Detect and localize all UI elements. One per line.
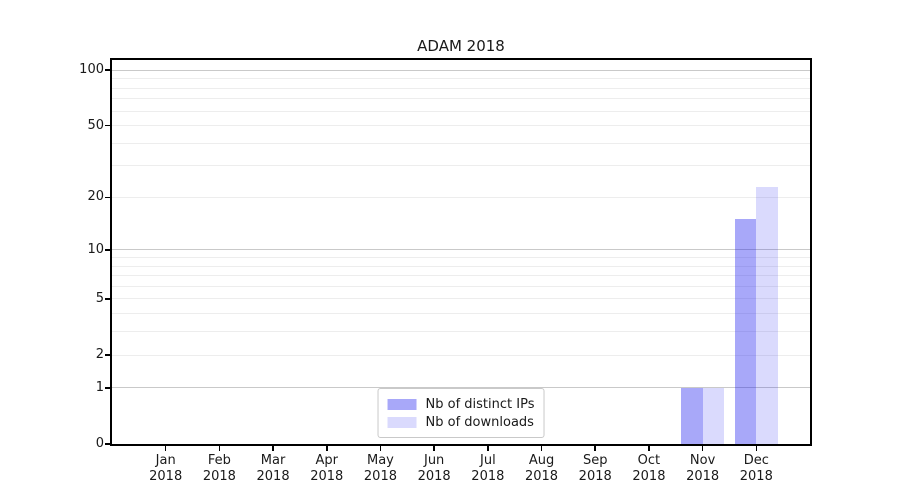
x-tick-label-aug: Aug 2018: [524, 453, 559, 484]
y-tick-0: [105, 443, 110, 445]
x-tick-may: [379, 444, 382, 451]
x-tick-label-feb: Feb 2018: [202, 453, 236, 484]
x-tick-feb: [218, 444, 221, 451]
gridline-minor: [112, 165, 810, 167]
x-tick-label-apr: Apr 2018: [310, 453, 344, 484]
bar-nb-of-downloads-nov: [702, 387, 725, 444]
y-tick-label-100: 100: [79, 62, 104, 78]
y-tick-label-10: 10: [87, 241, 104, 257]
y-tick-1: [105, 387, 110, 389]
y-tick-2: [105, 354, 110, 356]
gridline-minor: [112, 125, 810, 127]
x-tick-dec: [755, 444, 758, 451]
gridline-minor: [112, 285, 810, 287]
axis-spine-bottom: [110, 444, 812, 446]
gridline-minor: [112, 298, 810, 300]
x-tick-label-sep: Sep 2018: [578, 453, 612, 484]
x-tick-nov: [701, 444, 704, 451]
x-tick-mar: [272, 444, 274, 451]
x-tick-label-dec: Dec 2018: [739, 453, 773, 484]
y-tick-10: [105, 249, 110, 251]
bar-nb-of-downloads-dec: [756, 186, 778, 444]
x-tick-oct: [648, 444, 650, 451]
gridline-minor: [112, 257, 810, 258]
gridline-minor: [112, 98, 810, 100]
gridline-major: [112, 387, 810, 389]
gridline-minor: [112, 275, 810, 277]
bar-layer: [112, 60, 810, 444]
x-tick-jan: [164, 444, 167, 451]
gridline-minor: [112, 354, 810, 356]
x-tick-aug: [540, 444, 543, 451]
grid-layer: [112, 60, 810, 444]
legend-item-distinct-ips: Nb of distinct IPs: [387, 396, 535, 412]
x-tick-jul: [487, 444, 489, 451]
x-tick-sep: [594, 444, 596, 451]
gridline-major: [112, 249, 810, 251]
y-tick-label-50: 50: [87, 117, 104, 133]
y-tick-label-1: 1: [95, 379, 104, 395]
chart-title: ADAM 2018: [417, 37, 505, 55]
gridline-major: [112, 69, 810, 71]
y-tick-label-20: 20: [87, 189, 104, 205]
gridline-minor: [112, 110, 810, 112]
gridline-minor: [112, 331, 810, 333]
legend-label-downloads: Nb of downloads: [425, 414, 534, 430]
x-tick-jun: [433, 444, 435, 451]
gridline-minor: [112, 87, 810, 89]
legend-label-distinct-ips: Nb of distinct IPs: [425, 396, 535, 412]
gridline-minor: [112, 78, 810, 80]
x-tick-label-may: May 2018: [363, 453, 397, 484]
x-tick-apr: [326, 444, 328, 451]
legend-swatch-distinct-ips: [387, 398, 417, 410]
y-tick-label-0: 0: [95, 436, 104, 451]
x-tick-label-mar: Mar 2018: [256, 453, 290, 484]
gridline-minor: [112, 196, 810, 198]
bar-nb-of-distinct-ips-nov: [681, 387, 703, 444]
bar-nb-of-distinct-ips-dec: [734, 219, 757, 444]
y-tick-5: [105, 298, 110, 300]
plot-area: Jan 2018 Feb 2018 Mar 2018 Apr 2018 May 2018…: [79, 58, 812, 484]
tick-layer: Jan 2018 Feb 2018 Mar 2018 Apr 2018 May 2018…: [79, 60, 810, 484]
y-tick-label-2: 2: [95, 347, 104, 363]
legend-item-downloads: Nb of downloads: [387, 414, 535, 430]
y-tick-20: [105, 196, 110, 199]
y-tick-50: [105, 124, 110, 127]
gridline-minor: [112, 265, 810, 267]
gridline-minor: [112, 313, 810, 315]
gridline-minor: [112, 142, 810, 144]
legend: Nb of distinct IPs Nb of downloads: [377, 388, 545, 438]
y-tick-100: [105, 69, 110, 71]
x-tick-label-nov: Nov 2018: [686, 453, 720, 484]
legend-swatch-downloads: [387, 416, 417, 428]
y-tick-label-5: 5: [95, 290, 104, 306]
axis-spine-right: [810, 58, 812, 446]
axis-spine-left: [110, 58, 112, 446]
x-tick-label-jan: Jan 2018: [149, 453, 183, 484]
axis-spine-top: [110, 58, 812, 60]
x-tick-label-jun: Jun 2018: [417, 453, 451, 484]
x-tick-label-jul: Jul 2018: [471, 453, 505, 484]
x-tick-label-oct: Oct 2018: [632, 453, 666, 484]
